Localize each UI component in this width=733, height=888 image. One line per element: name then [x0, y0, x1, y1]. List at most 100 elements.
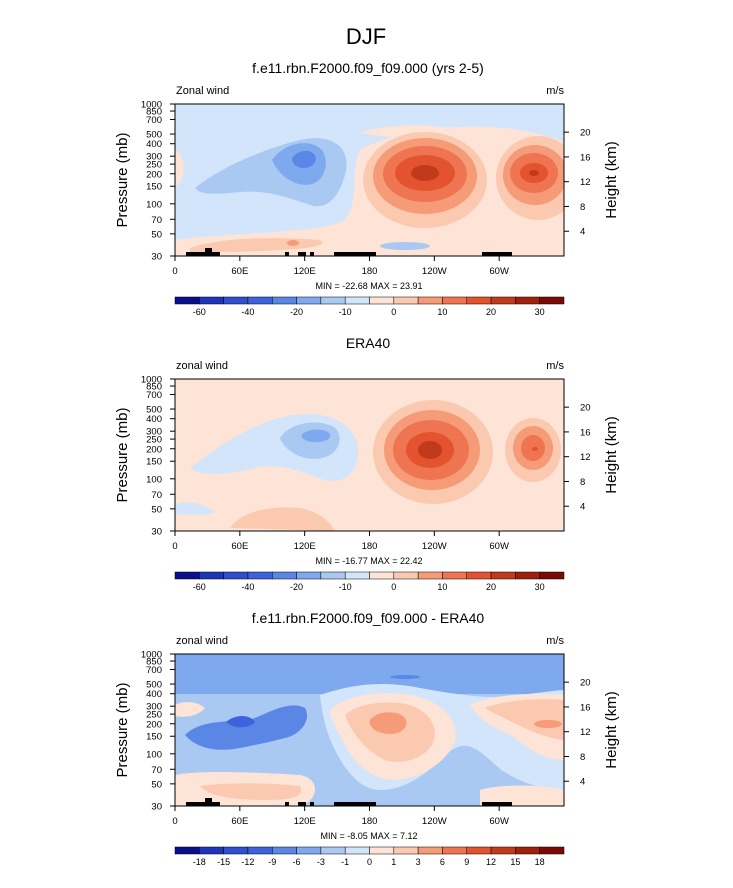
colorbar-label: -6: [293, 857, 301, 867]
y-tick-label: 400: [146, 414, 162, 425]
y-tick-label: 50: [151, 779, 162, 790]
panel-1-y2-ticks: 4 8 12 16 20: [564, 128, 591, 238]
colorbar-swatch: [247, 571, 273, 580]
colorbar-label: 10: [437, 307, 447, 317]
colorbar-label: 15: [510, 857, 520, 867]
x-tick-label: 180: [362, 541, 378, 552]
y-tick-label: 700: [146, 665, 162, 676]
y-tick-label: 30: [151, 527, 162, 538]
y-tick-label: 1000: [141, 100, 162, 111]
colorbar-swatch: [320, 296, 346, 305]
y-tick-label: 200: [146, 169, 162, 180]
y-tick-label: 200: [146, 719, 162, 730]
x-tick-label: 120E: [294, 816, 316, 827]
colorbar-swatch: [223, 846, 249, 855]
colorbar-swatch: [515, 571, 540, 580]
panel-1-neg-core: [292, 150, 316, 168]
colorbar-swatch: [296, 296, 322, 305]
colorbar-swatch: [369, 296, 395, 305]
colorbar-label: -3: [317, 857, 325, 867]
y2-tick-label: 20: [580, 403, 591, 414]
panel-2-neg-trail: [175, 502, 215, 515]
x-tick-label: 60E: [231, 541, 248, 552]
y2-tick-label: 16: [580, 702, 591, 713]
y-tick-label: 50: [151, 229, 162, 240]
x-tick-label: 60W: [489, 816, 509, 827]
panel-3-contour-field: [175, 654, 564, 806]
panel-1-pos-patch-left: [175, 150, 184, 186]
colorbar-label: 3: [416, 857, 421, 867]
y-tick-label: 1000: [141, 650, 162, 661]
y-tick-label: 1000: [141, 375, 162, 386]
x-tick-label: 120W: [422, 816, 447, 827]
colorbar-label: 1: [391, 857, 396, 867]
panel-1-neg-surface: [380, 242, 430, 250]
panel-1-colorbar: -60 -40 -20 -10 0 10 20 30: [174, 296, 565, 317]
y-tick-label: 100: [146, 749, 162, 760]
panel-1-left-label: Zonal wind: [176, 85, 229, 97]
colorbar-swatch: [369, 846, 395, 855]
y-tick-label: 300: [146, 152, 162, 163]
colorbar-swatch: [442, 846, 467, 855]
colorbar-swatch: [417, 846, 443, 855]
x-tick-label: 0: [172, 266, 177, 277]
colorbar-swatch: [417, 571, 443, 580]
panel-3-stats: MIN = -8.05 MAX = 7.12: [320, 831, 417, 841]
y-tick-label: 400: [146, 689, 162, 700]
panel-3-pos1-c3: [369, 712, 407, 734]
colorbar-swatch: [223, 296, 249, 305]
panel-2-neg-core: [301, 429, 331, 443]
colorbar-swatch: [442, 296, 467, 305]
y-tick-label: 850: [146, 657, 162, 668]
colorbar-swatch: [490, 846, 516, 855]
panel-1-surface-max: [287, 240, 299, 246]
y2-tick-label: 20: [580, 678, 591, 689]
y-tick-label: 300: [146, 702, 162, 713]
panel-2-left-label: zonal wind: [176, 360, 228, 372]
y2-tick-label: 20: [580, 128, 591, 139]
x-tick-label: 60E: [231, 816, 248, 827]
y-tick-label: 150: [146, 182, 162, 193]
colorbar-swatch: [369, 571, 395, 580]
colorbar-swatch: [466, 571, 492, 580]
y2-tick-label: 12: [580, 177, 591, 188]
panel-2-contour-field: [175, 379, 564, 531]
panel-3-neg-sliver: [390, 675, 420, 679]
colorbar-label: -20: [290, 582, 303, 592]
y2-tick-label: 8: [580, 477, 585, 488]
colorbar-swatch: [199, 296, 224, 305]
colorbar-swatch: [539, 846, 565, 855]
panel-1-x-ticks: 0 60E 120E 180 120W 60W: [172, 256, 509, 277]
panel-3-units-label: m/s: [546, 635, 564, 647]
y2-tick-label: 16: [580, 152, 591, 163]
y2-tick-label: 12: [580, 727, 591, 738]
panel-3-pos-left: [175, 702, 205, 717]
panel-3-nh-strip: [500, 766, 564, 782]
panel-2-jet1-c5: [418, 441, 442, 459]
colorbar-swatch: [393, 571, 419, 580]
y-tick-label: 700: [146, 390, 162, 401]
panel-2: ERA40 zonal wind m/s 3050701001502002503…: [114, 335, 620, 592]
colorbar-label: 0: [367, 857, 372, 867]
colorbar-swatch: [344, 846, 370, 855]
y-tick-label: 50: [151, 504, 162, 515]
colorbar-label: -9: [268, 857, 276, 867]
panel-1-contour-field: [175, 104, 564, 256]
colorbar-swatch: [174, 571, 200, 580]
x-tick-label: 60E: [231, 266, 248, 277]
x-tick-label: 120W: [422, 266, 447, 277]
y-tick-label: 150: [146, 732, 162, 743]
panel-1-title: f.e11.rbn.F2000.f09_f09.000 (yrs 2-5): [252, 60, 484, 76]
panel-3-y2-ticks: 4 8 12 16 20: [564, 678, 591, 788]
colorbar-swatch: [199, 571, 224, 580]
colorbar-label: -10: [339, 582, 352, 592]
colorbar-swatch: [272, 846, 297, 855]
colorbar-swatch: [296, 846, 322, 855]
panel-3-y2label: Height (km): [603, 691, 620, 769]
colorbar-label: -10: [339, 307, 352, 317]
panel-1-jet1-c5: [411, 165, 439, 181]
panel-2-stats: MIN = -16.77 MAX = 22.42: [315, 556, 422, 566]
x-tick-label: 180: [362, 266, 378, 277]
